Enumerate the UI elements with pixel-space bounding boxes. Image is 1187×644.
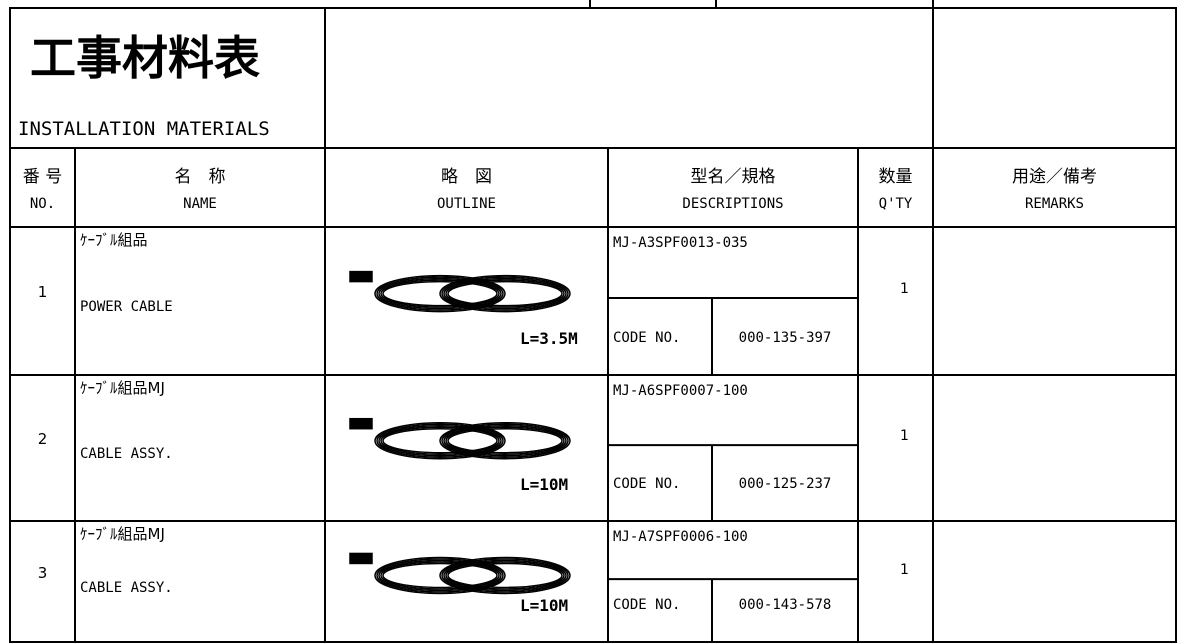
code-label: CODE NO. bbox=[613, 476, 681, 492]
name-ja: ｹｰﾌﾞﾙ組品MJ bbox=[80, 525, 165, 543]
row-number: 3 bbox=[37, 563, 48, 582]
cable-length: L=3.5M bbox=[520, 329, 578, 348]
column-header-ja: 略 図 bbox=[441, 167, 492, 187]
column-header-ja: 名 称 bbox=[174, 167, 226, 187]
column-header-en: NO. bbox=[29, 196, 56, 212]
model: MJ-A3SPF0013-035 bbox=[613, 235, 748, 251]
cable-length: L=10M bbox=[520, 596, 569, 615]
column-header-en: REMARKS bbox=[1024, 196, 1084, 212]
column-header-en: NAME bbox=[183, 196, 217, 212]
title: 工事材料表 bbox=[30, 31, 260, 85]
column-header-en: DESCRIPTIONS bbox=[682, 196, 784, 212]
code-number: 000-125-237 bbox=[738, 476, 832, 492]
column-header-ja: 番 号 bbox=[22, 167, 63, 187]
row-number: 2 bbox=[37, 430, 48, 448]
column-header-ja: 数量 bbox=[878, 167, 913, 187]
code-number: 000-143-578 bbox=[738, 597, 832, 613]
row-number: 1 bbox=[37, 283, 48, 301]
name-en: POWER CABLE bbox=[80, 299, 173, 315]
name-ja: ｹｰﾌﾞﾙ組品 bbox=[80, 231, 148, 249]
model: MJ-A7SPF0006-100 bbox=[613, 529, 748, 545]
column-header-en: OUTLINE bbox=[436, 196, 496, 212]
column-header-ja: 型名／規格 bbox=[690, 167, 776, 187]
cable-outline bbox=[349, 552, 571, 595]
quantity: 1 bbox=[900, 561, 909, 578]
cable-outline bbox=[349, 270, 571, 313]
code-label: CODE NO. bbox=[613, 330, 681, 346]
cable-outline bbox=[349, 417, 571, 460]
name-ja: ｹｰﾌﾞﾙ組品MJ bbox=[80, 379, 165, 397]
name-en: CABLE ASSY. bbox=[80, 579, 173, 596]
code-label: CODE NO. bbox=[613, 597, 681, 613]
column-header-ja: 用途／備考 bbox=[1012, 167, 1097, 187]
quantity: 1 bbox=[900, 281, 909, 297]
model: MJ-A6SPF0007-100 bbox=[613, 383, 748, 399]
cable-length: L=10M bbox=[520, 475, 569, 494]
column-header-en: Q'TY bbox=[878, 196, 913, 212]
name-en: CABLE ASSY. bbox=[80, 446, 173, 462]
quantity: 1 bbox=[900, 428, 909, 444]
code-number: 000-135-397 bbox=[738, 330, 832, 346]
subtitle: INSTALLATION MATERIALS bbox=[18, 118, 270, 140]
